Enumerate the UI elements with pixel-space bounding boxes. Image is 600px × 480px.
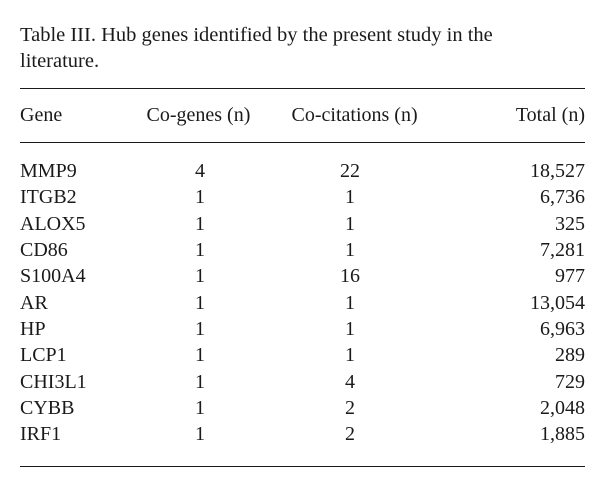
cell-total: 729 — [555, 370, 585, 393]
table-body: MMP9 4 22 18,527 ITGB2 1 1 6,736 ALOX5 1… — [20, 158, 585, 447]
cell-co-citations: 1 — [345, 239, 355, 262]
cell-co-citations: 2 — [345, 423, 355, 446]
cell-co-citations: 22 — [340, 160, 360, 183]
table-row: S100A4 1 16 977 — [20, 263, 585, 289]
cell-total: 18,527 — [530, 160, 585, 183]
cell-co-citations: 1 — [345, 212, 355, 235]
table-row: LCP1 1 1 289 — [20, 342, 585, 368]
header-co-citations: Co-citations (n) — [291, 104, 418, 126]
cell-co-citations: 16 — [340, 265, 360, 288]
cell-gene: AR — [20, 291, 48, 314]
table-row: MMP9 4 22 18,527 — [20, 158, 585, 184]
cell-gene: CYBB — [20, 396, 75, 419]
cell-gene: ALOX5 — [20, 212, 86, 235]
header-total: Total (n) — [515, 104, 585, 126]
cell-co-genes: 1 — [195, 186, 205, 209]
table-row: ALOX5 1 1 325 — [20, 211, 585, 237]
header-row: Gene Co-genes (n) Co-citations (n) Total… — [20, 101, 585, 129]
cell-gene: HP — [20, 317, 46, 340]
cell-co-citations: 1 — [345, 291, 355, 314]
cell-total: 2,048 — [540, 396, 585, 419]
table-row: CHI3L1 1 4 729 — [20, 368, 585, 394]
table-bottom-rule — [20, 466, 585, 467]
cell-gene: MMP9 — [20, 160, 77, 183]
table-caption: Table III. Hub genes identified by the p… — [20, 22, 585, 74]
header-co-genes: Co-genes (n) — [146, 104, 251, 126]
cell-gene: IRF1 — [20, 423, 62, 446]
header-gene: Gene — [20, 104, 63, 126]
table-row: CYBB 1 2 2,048 — [20, 395, 585, 421]
table-row: ITGB2 1 1 6,736 — [20, 184, 585, 210]
cell-total: 977 — [555, 265, 585, 288]
cell-co-genes: 4 — [195, 160, 205, 183]
cell-co-citations: 1 — [345, 317, 355, 340]
cell-co-citations: 1 — [345, 344, 355, 367]
cell-co-genes: 1 — [195, 265, 205, 288]
cell-total: 325 — [555, 212, 585, 235]
table-top-rule — [20, 88, 585, 89]
table-header-rule — [20, 142, 585, 143]
cell-co-citations: 1 — [345, 186, 355, 209]
cell-total: 13,054 — [530, 291, 585, 314]
cell-co-genes: 1 — [195, 396, 205, 419]
caption-line-1: Table III. Hub genes identified by the p… — [20, 24, 493, 46]
cell-co-citations: 2 — [345, 396, 355, 419]
caption-line-2: literature. — [20, 50, 100, 72]
cell-gene: ITGB2 — [20, 186, 77, 209]
table-row: AR 1 1 13,054 — [20, 289, 585, 315]
cell-co-genes: 1 — [195, 423, 205, 446]
cell-gene: LCP1 — [20, 344, 67, 367]
cell-total: 289 — [555, 344, 585, 367]
cell-gene: S100A4 — [20, 265, 86, 288]
table-row: HP 1 1 6,963 — [20, 316, 585, 342]
cell-total: 7,281 — [540, 239, 585, 262]
cell-co-genes: 1 — [195, 344, 205, 367]
cell-total: 1,885 — [540, 423, 585, 446]
cell-gene: CD86 — [20, 239, 68, 262]
cell-co-genes: 1 — [195, 317, 205, 340]
cell-co-genes: 1 — [195, 291, 205, 314]
cell-co-genes: 1 — [195, 212, 205, 235]
table-header: Gene Co-genes (n) Co-citations (n) Total… — [20, 101, 585, 129]
cell-total: 6,736 — [540, 186, 585, 209]
cell-co-genes: 1 — [195, 239, 205, 262]
cell-co-genes: 1 — [195, 370, 205, 393]
cell-co-citations: 4 — [345, 370, 355, 393]
cell-total: 6,963 — [540, 317, 585, 340]
table-row: CD86 1 1 7,281 — [20, 237, 585, 263]
table-row: IRF1 1 2 1,885 — [20, 421, 585, 447]
cell-gene: CHI3L1 — [20, 370, 87, 393]
